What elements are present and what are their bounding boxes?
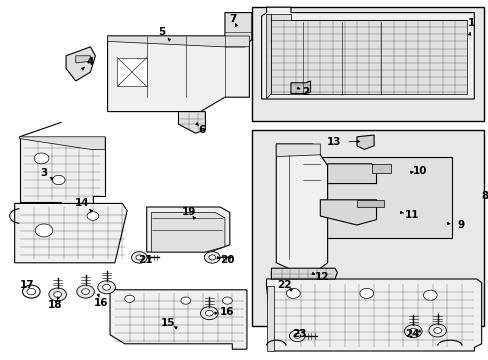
Text: 23: 23 [291, 329, 306, 339]
Text: 18: 18 [47, 300, 62, 310]
Polygon shape [266, 286, 273, 351]
Text: 20: 20 [220, 255, 235, 265]
Circle shape [52, 175, 65, 185]
Polygon shape [151, 212, 224, 252]
Circle shape [181, 297, 190, 304]
Circle shape [208, 255, 215, 260]
Polygon shape [15, 203, 127, 263]
Circle shape [286, 288, 300, 298]
Text: 14: 14 [75, 198, 89, 208]
Polygon shape [261, 7, 473, 99]
Text: 2: 2 [302, 87, 308, 97]
Circle shape [404, 325, 421, 338]
Polygon shape [178, 112, 205, 133]
Polygon shape [110, 290, 246, 349]
Circle shape [428, 324, 446, 337]
Polygon shape [276, 144, 320, 157]
Text: 9: 9 [457, 220, 464, 230]
Polygon shape [271, 14, 466, 94]
Circle shape [200, 307, 218, 320]
Text: 10: 10 [412, 166, 427, 176]
Circle shape [124, 295, 134, 302]
Circle shape [359, 288, 373, 298]
Circle shape [408, 328, 416, 334]
Circle shape [433, 328, 441, 333]
Text: 1: 1 [468, 18, 474, 28]
Text: 6: 6 [198, 125, 205, 135]
Polygon shape [356, 200, 383, 207]
Bar [251, 7, 483, 121]
Circle shape [222, 297, 232, 304]
Polygon shape [224, 13, 251, 47]
Circle shape [35, 224, 53, 237]
Text: 16: 16 [220, 307, 234, 318]
Circle shape [136, 255, 142, 260]
Circle shape [293, 333, 300, 338]
Circle shape [98, 281, 115, 294]
Text: 8: 8 [481, 191, 488, 201]
Text: 22: 22 [277, 280, 291, 290]
Circle shape [205, 310, 213, 316]
Text: 13: 13 [326, 137, 341, 147]
Polygon shape [107, 36, 249, 47]
Circle shape [49, 288, 66, 301]
Polygon shape [146, 207, 229, 252]
Circle shape [54, 292, 61, 297]
Text: 15: 15 [160, 318, 175, 328]
Polygon shape [20, 137, 105, 149]
Circle shape [102, 284, 110, 290]
Polygon shape [117, 58, 146, 86]
Polygon shape [20, 137, 105, 207]
Text: 7: 7 [229, 14, 237, 24]
Text: 21: 21 [138, 255, 152, 265]
Polygon shape [371, 164, 390, 173]
Text: 19: 19 [181, 207, 196, 217]
Bar [251, 130, 483, 326]
Text: 11: 11 [404, 210, 419, 220]
Bar [310, 157, 451, 238]
Circle shape [131, 252, 147, 263]
Polygon shape [66, 47, 95, 81]
Polygon shape [320, 200, 376, 225]
Polygon shape [356, 135, 373, 149]
Text: 12: 12 [314, 272, 328, 282]
Polygon shape [271, 268, 337, 279]
Text: 24: 24 [404, 329, 419, 339]
Circle shape [81, 289, 89, 294]
Polygon shape [76, 56, 90, 63]
Text: 16: 16 [94, 298, 108, 309]
Text: 5: 5 [158, 27, 164, 37]
Polygon shape [266, 279, 481, 351]
Text: 17: 17 [20, 280, 34, 291]
Circle shape [289, 330, 305, 342]
Polygon shape [290, 81, 310, 94]
Polygon shape [107, 36, 249, 112]
Text: 4: 4 [86, 57, 94, 67]
Circle shape [204, 252, 220, 263]
Polygon shape [327, 164, 376, 184]
Circle shape [27, 288, 36, 295]
Circle shape [423, 290, 436, 300]
Polygon shape [276, 144, 327, 277]
Polygon shape [266, 14, 271, 99]
Circle shape [77, 285, 94, 298]
Circle shape [87, 212, 99, 220]
Circle shape [34, 153, 49, 164]
Text: 3: 3 [41, 168, 47, 178]
Circle shape [22, 285, 40, 298]
